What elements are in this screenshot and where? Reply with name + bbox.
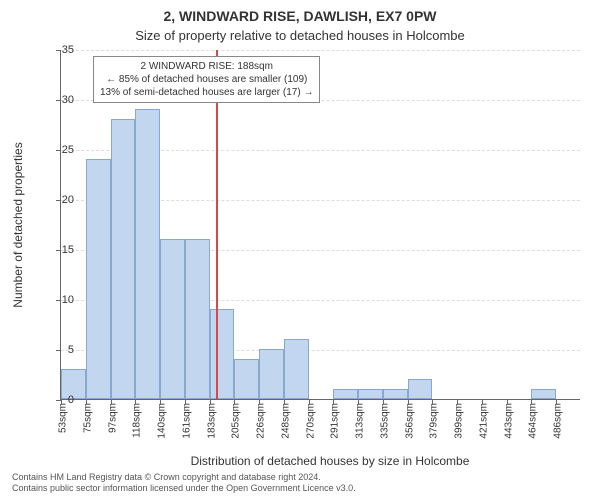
x-tick-label: 313sqm [355,403,366,439]
y-tick-label: 5 [44,344,74,356]
x-tick-label: 443sqm [503,403,514,439]
y-tick-label: 20 [44,194,74,206]
footer-line-2: Contains public sector information licen… [12,483,356,494]
x-tick-label: 183sqm [206,403,217,439]
gridline [61,50,580,51]
y-axis-label: Number of detached properties [11,142,25,307]
x-tick-label: 421sqm [478,403,489,439]
annotation-box: 2 WINDWARD RISE: 188sqm← 85% of detached… [93,56,320,103]
x-tick-label: 356sqm [404,403,415,439]
annotation-line-1: 2 WINDWARD RISE: 188sqm [100,60,313,73]
chart-title-address: 2, WINDWARD RISE, DAWLISH, EX7 0PW [0,8,600,24]
x-tick-label: 270sqm [305,403,316,439]
histogram-bar [210,309,235,399]
y-tick-label: 0 [44,394,74,406]
x-tick-label: 464sqm [528,403,539,439]
x-tick-label: 226sqm [256,403,267,439]
histogram-bar [86,159,111,399]
x-tick-label: 140sqm [157,403,168,439]
x-tick-label: 335sqm [379,403,390,439]
histogram-bar [234,359,259,399]
chart-subtitle: Size of property relative to detached ho… [0,28,600,43]
x-tick-label: 75sqm [82,403,93,433]
annotation-line-2: ← 85% of detached houses are smaller (10… [100,73,313,86]
histogram-bar [160,239,185,399]
histogram-bar [135,109,160,399]
y-tick-label: 15 [44,244,74,256]
histogram-bar [333,389,358,399]
x-tick-label: 399sqm [454,403,465,439]
x-tick-label: 161sqm [181,403,192,439]
histogram-bar [383,389,408,399]
histogram-bar [259,349,284,399]
x-tick-label: 118sqm [132,403,143,438]
x-tick-label: 205sqm [231,403,242,439]
x-tick-label: 97sqm [107,403,118,433]
x-tick-label: 248sqm [280,403,291,439]
footer-line-1: Contains HM Land Registry data © Crown c… [12,472,356,483]
histogram-bar [284,339,309,399]
x-tick-label: 291sqm [330,403,341,439]
x-tick-label: 53sqm [58,403,69,433]
x-tick-label: 379sqm [429,403,440,439]
histogram-bar [111,119,136,399]
histogram-bar [531,389,556,399]
footer-text: Contains HM Land Registry data © Crown c… [12,472,356,494]
histogram-bar [358,389,383,399]
histogram-bar [185,239,210,399]
x-axis-label: Distribution of detached houses by size … [0,454,600,468]
plot-area: 53sqm75sqm97sqm118sqm140sqm161sqm183sqm2… [60,50,580,400]
x-tick-label: 486sqm [553,403,564,439]
y-tick-label: 25 [44,144,74,156]
y-tick-label: 10 [44,294,74,306]
y-tick-label: 35 [44,44,74,56]
annotation-line-3: 13% of semi-detached houses are larger (… [100,86,313,99]
histogram-bar [408,379,433,399]
y-tick-label: 30 [44,94,74,106]
